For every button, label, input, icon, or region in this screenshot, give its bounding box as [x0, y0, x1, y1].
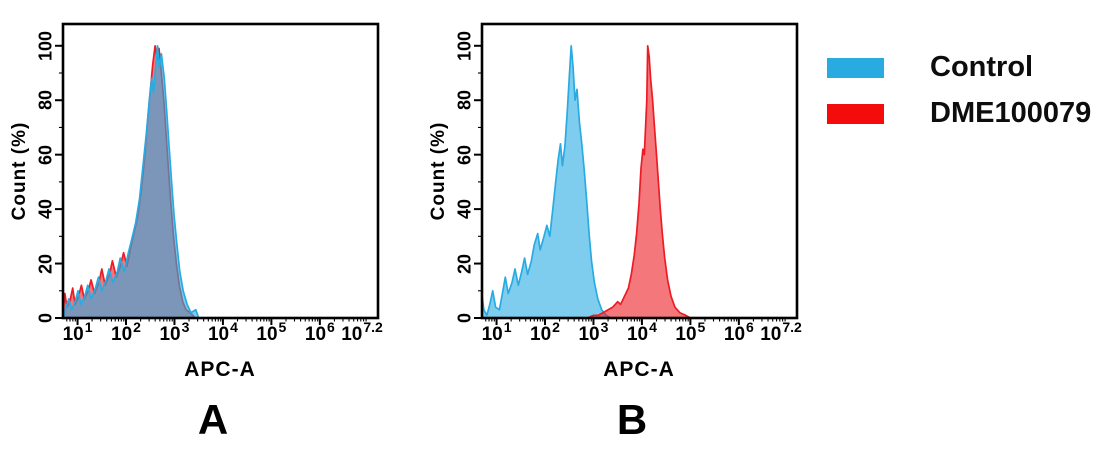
y-tick-label-20: 20: [454, 253, 475, 274]
x-tick-label-10e7.2: 107.2: [760, 319, 802, 345]
x-tick-label-10e6: 106: [723, 319, 754, 345]
y-tick-label-20: 20: [35, 253, 56, 274]
y-tick-label-0: 0: [35, 312, 56, 324]
x-tick-label-10e5: 105: [256, 319, 287, 345]
legend-item-control: Control: [827, 51, 1091, 84]
x-tick-label-10e4: 104: [626, 319, 657, 345]
y-tick-label-80: 80: [454, 90, 475, 111]
histogram-dme100079: [586, 44, 692, 318]
x-tick-label-10e2: 102: [530, 319, 560, 345]
y-tick-label-100: 100: [35, 30, 56, 61]
x-tick-label-10e3: 103: [159, 319, 190, 345]
histogram-control: [64, 44, 200, 318]
x-tick-label-10e2: 102: [111, 319, 141, 345]
x-axis-title: APC-A: [603, 358, 675, 381]
y-tick-label-60: 60: [454, 144, 475, 165]
y-tick-label-40: 40: [454, 199, 475, 220]
x-axis-title: APC-A: [184, 358, 256, 381]
y-tick-label-40: 40: [35, 199, 56, 220]
panel-letter-a: A: [197, 396, 229, 443]
x-tick-label-10e3: 103: [578, 319, 609, 345]
y-axis-title: Count (%): [428, 121, 449, 221]
legend-label-control: Control: [930, 51, 1034, 83]
y-tick-label-100: 100: [454, 30, 475, 61]
x-tick-label-10e6: 106: [304, 319, 335, 345]
legend-swatch-dme100079-icon: [827, 103, 884, 124]
y-axis-title: Count (%): [9, 121, 30, 221]
x-tick-label-10e4: 104: [207, 319, 238, 345]
legend-item-dme100079: DME100079: [827, 97, 1091, 130]
legend-label-dme100079: DME100079: [930, 97, 1092, 129]
y-tick-label-0: 0: [454, 312, 475, 324]
y-tick-label-60: 60: [35, 144, 56, 165]
legend-swatch-control-icon: [827, 57, 884, 78]
histogram-dme100079: [64, 44, 196, 318]
x-tick-label-10e1: 101: [481, 319, 512, 345]
plot-area: [55, 22, 380, 325]
x-tick-label-10e1: 101: [62, 319, 93, 345]
legend: Control DME100079: [827, 51, 1091, 143]
panel-letter-b: B: [616, 396, 648, 443]
x-tick-label-10e5: 105: [675, 319, 706, 345]
plot-area: [474, 22, 799, 325]
y-tick-label-80: 80: [35, 90, 56, 111]
x-tick-label-10e7.2: 107.2: [341, 319, 383, 345]
histogram-control: [483, 44, 612, 318]
